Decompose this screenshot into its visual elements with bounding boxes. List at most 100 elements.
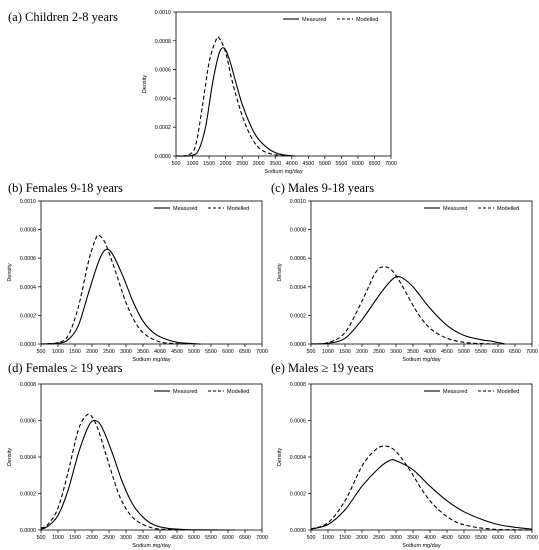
series-line-modelled <box>310 445 533 531</box>
series-line-modelled <box>175 36 289 157</box>
x-tick-label: 5500 <box>205 535 217 541</box>
y-tick-label: 0.0006 <box>290 256 306 262</box>
series-line-measured <box>310 275 505 345</box>
x-tick-label: 6500 <box>239 535 251 541</box>
y-tick-label: 0.0004 <box>290 455 306 461</box>
x-tick-label: 7000 <box>526 349 538 355</box>
legend-label: Measured <box>302 17 326 23</box>
x-tick-label: 3500 <box>407 349 419 355</box>
y-tick-label: 0.0008 <box>290 382 306 388</box>
y-tick-label: 0.0008 <box>290 228 306 234</box>
x-tick-label: 3500 <box>407 535 419 541</box>
x-tick-label: 3000 <box>120 535 132 541</box>
x-tick-label: 4500 <box>171 535 183 541</box>
y-tick-label: 0.0000 <box>20 342 36 348</box>
legend-label: Modelled <box>497 389 519 395</box>
y-axis-label: Density <box>7 263 13 282</box>
x-tick-label: 1000 <box>322 349 334 355</box>
x-tick-label: 2000 <box>356 535 368 541</box>
legend-label: Modelled <box>227 206 249 212</box>
density-chart: 0.0000 0.0002 0.0004 0.0006 0.0008 500 1000 150… <box>277 382 538 549</box>
y-tick-label: 0.0008 <box>155 39 171 45</box>
x-tick-label: 5500 <box>205 349 217 355</box>
y-tick-label: 0.0006 <box>20 419 36 425</box>
x-tick-label: 4000 <box>424 349 436 355</box>
x-tick-label: 3000 <box>390 349 402 355</box>
chart-title: (e) Males ≥ 19 years <box>271 361 374 375</box>
x-tick-label: 1500 <box>339 349 351 355</box>
density-chart: 0.0000 0.0002 0.0004 0.0006 0.0008 0.0010 500 1… <box>7 199 268 363</box>
x-tick-label: 6000 <box>222 535 234 541</box>
x-axis-label: Sodium mg/day <box>132 357 170 363</box>
series-line-measured <box>40 419 235 531</box>
legend-label: Measured <box>173 389 197 395</box>
x-tick-label: 6500 <box>369 161 381 167</box>
legend-label: Measured <box>173 206 197 212</box>
plot-frame <box>310 200 533 345</box>
legend-label: Measured <box>443 206 467 212</box>
x-tick-label: 1500 <box>69 535 81 541</box>
legend-label: Modelled <box>356 17 378 23</box>
y-tick-label: 0.0000 <box>290 528 306 534</box>
y-tick-label: 0.0006 <box>155 68 171 74</box>
x-axis-label: Sodium mg/day <box>132 543 170 549</box>
y-tick-label: 0.0010 <box>155 10 171 16</box>
x-tick-label: 2000 <box>86 349 98 355</box>
x-tick-label: 7000 <box>526 535 538 541</box>
chart-panel-children-2-8: (a) Children 2-8 years 0.0000 0.0002 0.000… <box>0 0 397 178</box>
y-tick-label: 0.0004 <box>20 455 36 461</box>
series-line-measured <box>310 459 533 530</box>
x-tick-label: 1500 <box>69 349 81 355</box>
x-tick-label: 5000 <box>188 349 200 355</box>
x-tick-label: 500 <box>37 535 46 541</box>
x-tick-label: 6500 <box>509 535 521 541</box>
x-tick-label: 5500 <box>475 349 487 355</box>
chart-title: (c) Males 9-18 years <box>271 181 375 195</box>
plot-frame <box>40 383 263 531</box>
x-tick-label: 4000 <box>154 349 166 355</box>
x-tick-label: 6000 <box>492 349 504 355</box>
x-tick-label: 4000 <box>154 535 166 541</box>
legend-label: Modelled <box>227 389 249 395</box>
x-tick-label: 2500 <box>236 161 248 167</box>
x-tick-label: 2500 <box>373 535 385 541</box>
x-tick-label: 500 <box>307 535 316 541</box>
chart-title: (d) Females ≥ 19 years <box>8 361 123 375</box>
series-line-measured <box>175 47 296 157</box>
x-tick-label: 3000 <box>253 161 265 167</box>
series-line-measured <box>40 248 201 345</box>
x-tick-label: 5500 <box>475 535 487 541</box>
chart-panel-males-19-plus: (e) Males ≥ 19 years 0.0000 0.0002 0.0004 0… <box>268 358 539 550</box>
y-tick-label: 0.0010 <box>290 199 306 205</box>
x-tick-label: 5500 <box>335 161 347 167</box>
chart-panel-males-9-18: (c) Males 9-18 years 0.0000 0.0002 0.0004 0… <box>268 178 539 363</box>
y-tick-label: 0.0010 <box>20 199 36 205</box>
x-axis-label: Sodium mg/day <box>264 169 302 175</box>
y-tick-label: 0.0006 <box>20 256 36 262</box>
x-tick-label: 3500 <box>137 349 149 355</box>
series-line-modelled <box>40 234 188 345</box>
y-axis-label: Density <box>142 75 148 94</box>
y-tick-label: 0.0002 <box>155 125 171 131</box>
y-tick-label: 0.0008 <box>20 382 36 388</box>
x-tick-label: 6000 <box>352 161 364 167</box>
x-tick-label: 2000 <box>86 535 98 541</box>
legend-label: Modelled <box>497 206 519 212</box>
series-line-modelled <box>310 266 499 345</box>
x-tick-label: 5000 <box>458 535 470 541</box>
x-tick-label: 500 <box>37 349 46 355</box>
legend-label: Measured <box>443 389 467 395</box>
x-tick-label: 6000 <box>222 349 234 355</box>
plot-frame <box>310 383 533 531</box>
chart-panel-females-9-18: (b) Females 9-18 years 0.0000 0.0002 0.000… <box>0 178 268 363</box>
y-tick-label: 0.0004 <box>20 285 36 291</box>
x-tick-label: 1500 <box>203 161 215 167</box>
x-axis-label: Sodium mg/day <box>402 543 440 549</box>
density-chart: 0.0000 0.0002 0.0004 0.0006 0.0008 0.0010 500 1… <box>142 10 397 175</box>
x-tick-label: 3500 <box>269 161 281 167</box>
y-tick-label: 0.0002 <box>290 313 306 319</box>
density-chart: 0.0000 0.0002 0.0004 0.0006 0.0008 500 1000 150… <box>7 382 268 549</box>
y-axis-label: Density <box>277 263 283 282</box>
x-tick-label: 3500 <box>137 535 149 541</box>
x-tick-label: 2500 <box>103 349 115 355</box>
